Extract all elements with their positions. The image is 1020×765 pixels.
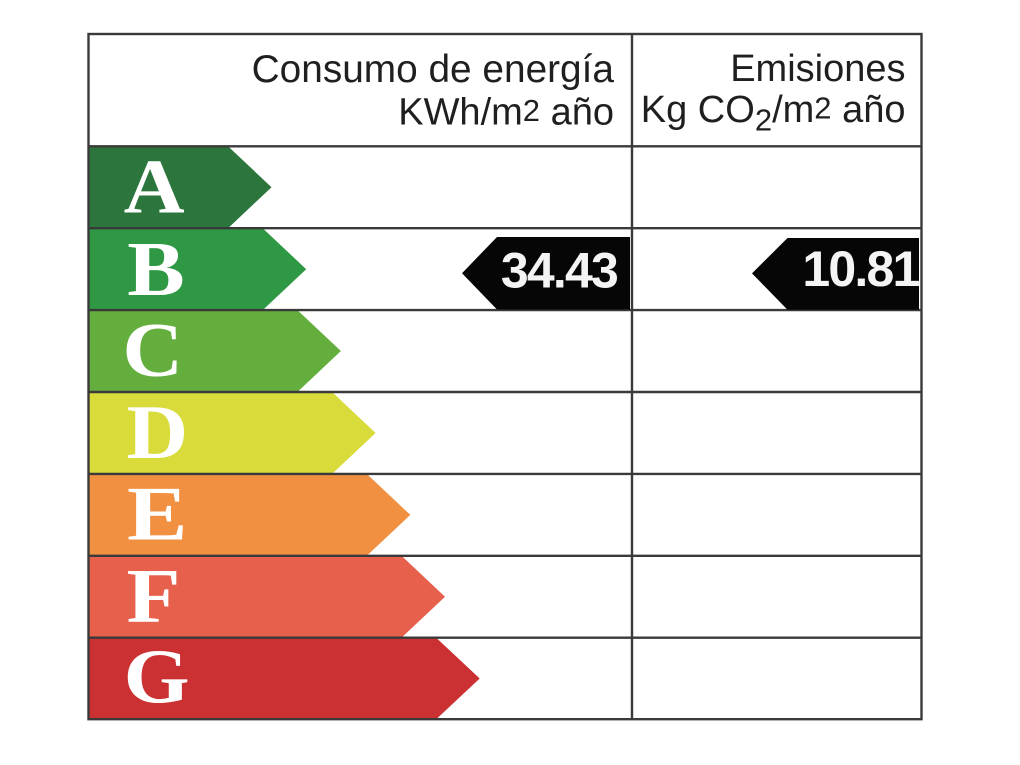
svg-text:B: B <box>127 226 185 312</box>
svg-text:E: E <box>127 471 188 557</box>
svg-text:10.81: 10.81 <box>802 241 919 297</box>
svg-text:34.43: 34.43 <box>501 243 617 299</box>
svg-text:C: C <box>123 307 184 393</box>
svg-text:Consumo de energía: Consumo de energía <box>252 48 615 91</box>
svg-text:KWh/m2 año: KWh/m2 año <box>398 92 614 134</box>
svg-text:Kg CO2/m2 año: Kg CO2/m2 año <box>641 89 906 138</box>
svg-text:F: F <box>127 553 181 639</box>
svg-text:G: G <box>124 633 190 719</box>
svg-text:Emisiones: Emisiones <box>730 48 905 90</box>
svg-text:D: D <box>127 389 189 475</box>
svg-text:A: A <box>124 144 185 230</box>
